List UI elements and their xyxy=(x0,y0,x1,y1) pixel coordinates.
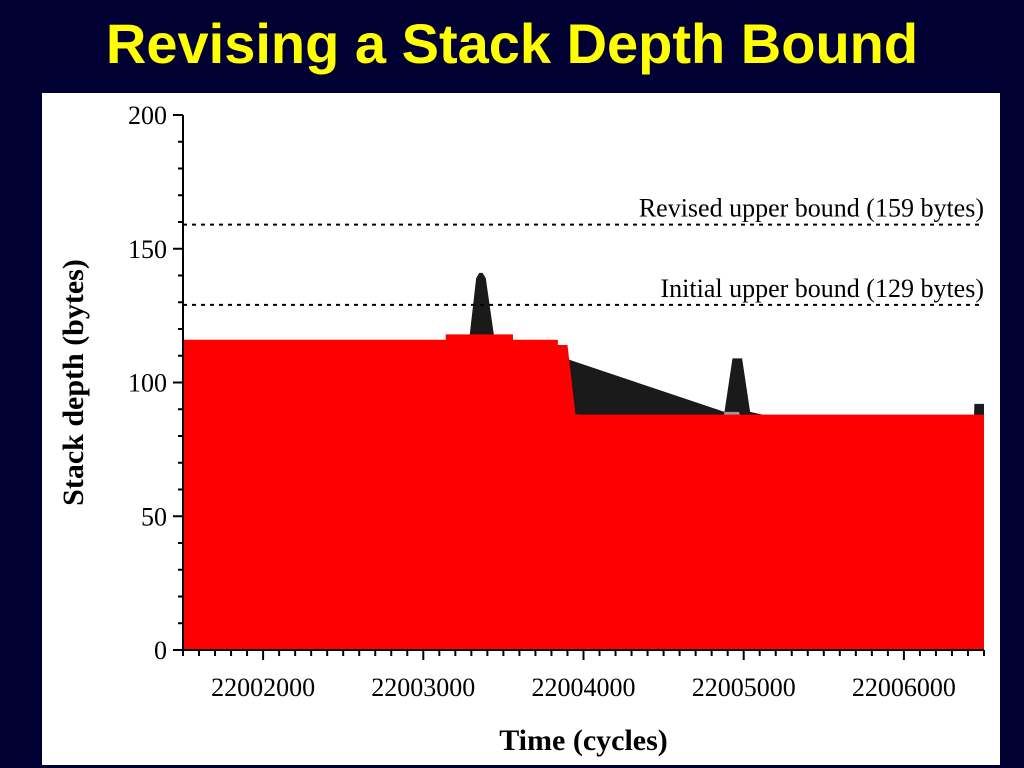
x-tick-label: 22004000 xyxy=(532,673,636,702)
bound-label-1: Initial upper bound (129 bytes) xyxy=(661,274,985,303)
x-tick-label: 22002000 xyxy=(211,673,315,702)
slide-title: Revising a Stack Depth Bound xyxy=(105,12,919,75)
y-axis-label: Stack depth (bytes) xyxy=(57,259,90,506)
bound-label-0: Revised upper bound (159 bytes) xyxy=(639,194,984,223)
y-tick-label: 200 xyxy=(128,101,167,130)
x-tick-label: 22003000 xyxy=(371,673,475,702)
y-tick-label: 150 xyxy=(128,235,167,264)
x-tick-label: 22006000 xyxy=(852,673,956,702)
bound-lines: Revised upper bound (159 bytes) Initial u… xyxy=(183,194,985,306)
stack-depth-chart: Revised upper bound (159 bytes) Initial u… xyxy=(57,101,985,757)
axes: 0 50 100 150 200 22002000 22003000 22004000 2200… xyxy=(128,101,985,702)
area-layer-4 xyxy=(183,334,984,650)
y-tick-label: 50 xyxy=(141,502,167,531)
y-tick-label: 100 xyxy=(128,369,167,398)
x-axis-label: Time (cycles) xyxy=(499,724,668,757)
y-tick-label: 0 xyxy=(154,636,167,665)
chart-panel: Revised upper bound (159 bytes) Initial u… xyxy=(42,93,1000,765)
stack-area-layers xyxy=(183,272,984,650)
x-tick-label: 22005000 xyxy=(692,673,796,702)
